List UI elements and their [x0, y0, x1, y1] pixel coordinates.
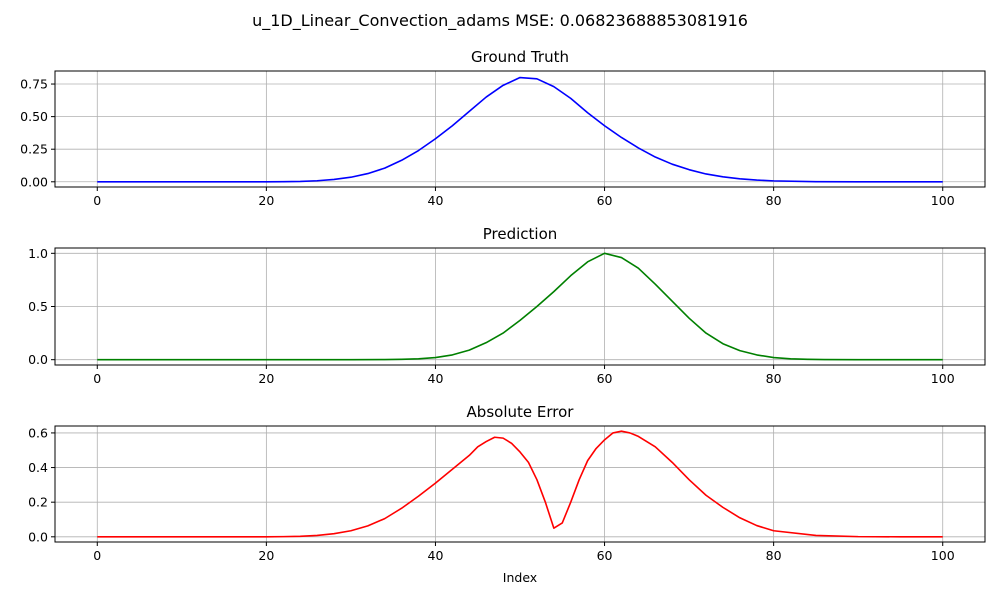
x-tick-label: 100 — [931, 193, 955, 208]
x-tick-label: 40 — [428, 548, 444, 563]
y-tick-label: 1.0 — [28, 246, 48, 261]
x-tick-label: 20 — [258, 371, 274, 386]
y-tick-label: 0.25 — [20, 142, 48, 157]
y-tick-label: 0.50 — [20, 109, 48, 124]
series-line — [97, 76, 943, 183]
y-tick-label: 0.00 — [20, 174, 48, 189]
series-line — [97, 252, 943, 361]
y-tick-label: 0.6 — [28, 425, 48, 440]
y-tick-label: 0.0 — [28, 529, 48, 544]
y-tick-label: 0.4 — [28, 460, 48, 475]
axes-frame — [54, 70, 986, 188]
x-axis-label: Index — [503, 570, 537, 585]
x-tick-label: 80 — [766, 548, 782, 563]
x-tick-label: 80 — [766, 193, 782, 208]
axes-2: Prediction 0 20 40 60 80 100 0.0 0.5 1.0 — [28, 225, 986, 386]
x-tick-label: 100 — [931, 371, 955, 386]
axes-3: Absolute Error 0 20 40 60 80 100 0.0 0.2 0.4 0.6 In… — [28, 403, 986, 585]
x-tick-label: 40 — [428, 193, 444, 208]
x-tick-label: 100 — [931, 548, 955, 563]
x-tick-label: 20 — [258, 548, 274, 563]
x-tick-label: 0 — [93, 193, 101, 208]
axes-frame — [54, 425, 986, 543]
x-tick-label: 0 — [93, 371, 101, 386]
axes-title: Ground Truth — [471, 48, 569, 66]
y-tick-label: 0.75 — [20, 77, 48, 92]
x-tick-label: 20 — [258, 193, 274, 208]
x-tick-label: 80 — [766, 371, 782, 386]
y-tick-label: 0.2 — [28, 495, 48, 510]
x-tick-label: 60 — [597, 371, 613, 386]
x-tick-label: 40 — [428, 371, 444, 386]
x-tick-label: 60 — [597, 548, 613, 563]
series-line — [97, 430, 943, 538]
y-tick-label: 0.5 — [28, 299, 48, 314]
x-tick-label: 60 — [597, 193, 613, 208]
x-tick-label: 0 — [93, 548, 101, 563]
axes-title: Prediction — [483, 225, 558, 243]
figure-suptitle: u_1D_Linear_Convection_adams MSE: 0.0682… — [252, 11, 748, 31]
axes-title: Absolute Error — [467, 403, 575, 421]
y-tick-label: 0.0 — [28, 352, 48, 367]
axes-1: Ground Truth 0 20 40 60 80 100 0.00 0.25 0.50 0.75 — [20, 48, 986, 208]
